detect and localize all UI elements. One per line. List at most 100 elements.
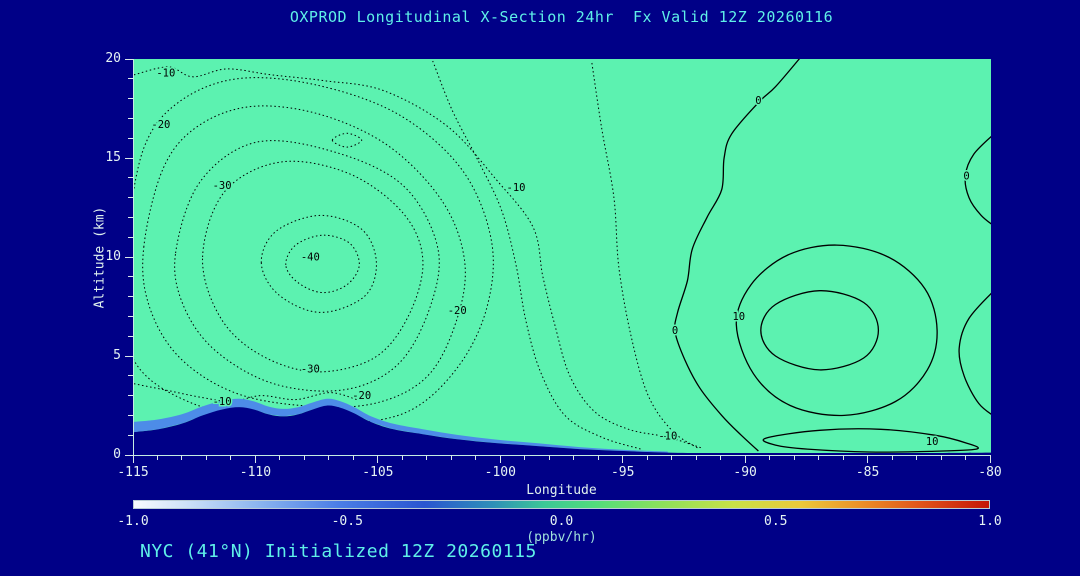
contour-line--25 bbox=[331, 132, 363, 148]
y-minor-tick bbox=[128, 98, 133, 100]
x-minor-tick bbox=[940, 455, 942, 460]
x-tick-label: -110 bbox=[239, 465, 272, 480]
y-tick bbox=[125, 157, 133, 159]
contour-label: 0 bbox=[963, 170, 969, 182]
y-minor-tick bbox=[128, 335, 133, 337]
colorbar-tick-label: -0.5 bbox=[331, 514, 363, 529]
x-tick bbox=[622, 455, 624, 463]
x-minor-tick bbox=[891, 455, 893, 460]
y-minor-tick bbox=[128, 276, 133, 278]
y-minor-tick bbox=[128, 117, 133, 119]
x-tick-label: -80 bbox=[978, 465, 1002, 480]
x-minor-tick bbox=[230, 455, 232, 460]
y-minor-tick bbox=[128, 414, 133, 416]
x-tick bbox=[132, 455, 134, 463]
y-tick-label: 15 bbox=[105, 150, 121, 165]
contour-line--5 bbox=[591, 62, 700, 450]
contour-line-0 bbox=[958, 292, 991, 415]
contour-label: -30 bbox=[213, 180, 232, 192]
colorbar-unit-label: (ppbv/hr) bbox=[526, 530, 597, 545]
contour-line--10 bbox=[134, 66, 703, 449]
x-tick bbox=[867, 455, 869, 463]
y-minor-tick bbox=[128, 78, 133, 80]
x-minor-tick bbox=[426, 455, 428, 460]
x-minor-tick bbox=[646, 455, 648, 460]
x-minor-tick bbox=[818, 455, 820, 460]
caption: NYC (41°N) Initialized 12Z 20260115 bbox=[140, 541, 537, 562]
contour-label: 10 bbox=[732, 311, 745, 323]
x-minor-tick bbox=[965, 455, 966, 460]
terrain bbox=[134, 405, 991, 455]
contour-label: -20 bbox=[151, 119, 170, 131]
y-minor-tick bbox=[128, 216, 133, 218]
x-tick-label: -95 bbox=[610, 465, 635, 480]
contour-line-10 bbox=[735, 244, 938, 417]
contour-line-0 bbox=[964, 135, 991, 225]
x-tick-label: -115 bbox=[117, 465, 149, 480]
y-minor-tick bbox=[128, 395, 133, 397]
y-tick-label: 10 bbox=[105, 249, 121, 264]
x-minor-tick bbox=[573, 455, 575, 460]
y-tick bbox=[125, 58, 133, 60]
chart-title: OXPROD Longitudinal X-Section 24hr Fx Va… bbox=[289, 8, 834, 26]
x-minor-tick bbox=[352, 455, 354, 460]
x-tick-label: -100 bbox=[484, 465, 516, 480]
y-tick-label: 5 bbox=[113, 348, 121, 363]
x-tick-label: -85 bbox=[855, 465, 880, 480]
y-minor-tick bbox=[128, 375, 133, 377]
y-minor-tick bbox=[128, 296, 133, 298]
y-tick bbox=[125, 454, 133, 456]
contour-label: -10 bbox=[658, 431, 677, 443]
x-tick-label: -105 bbox=[362, 465, 394, 480]
contour-label: -30 bbox=[301, 363, 320, 375]
x-minor-tick bbox=[597, 455, 599, 460]
contour-line-20 bbox=[760, 290, 880, 371]
x-minor-tick bbox=[401, 455, 403, 460]
x-minor-tick bbox=[524, 455, 526, 460]
contour-label: -10 bbox=[213, 396, 232, 408]
y-tick-label: 0 bbox=[113, 447, 121, 462]
x-minor-tick bbox=[916, 455, 918, 460]
y-minor-tick bbox=[128, 177, 133, 179]
contour-line--25 bbox=[174, 140, 440, 392]
plot-area: -40 -30 -30 -20 -20 -20 -10 -10 -10 -10 0 0 0 10 10 bbox=[133, 59, 991, 456]
x-minor-tick bbox=[205, 455, 207, 460]
x-minor-tick bbox=[720, 455, 722, 460]
x-minor-tick bbox=[328, 455, 330, 460]
colorbar bbox=[133, 500, 990, 509]
contour-label: -20 bbox=[352, 390, 371, 402]
y-tick bbox=[125, 256, 133, 258]
contour-line--10 bbox=[134, 383, 357, 403]
x-minor-tick bbox=[156, 455, 158, 460]
x-tick-label: -90 bbox=[733, 465, 757, 480]
x-tick bbox=[499, 455, 501, 463]
x-tick bbox=[377, 455, 379, 463]
x-minor-tick bbox=[450, 455, 452, 460]
contour-label: 0 bbox=[672, 325, 678, 337]
contour-line-10 bbox=[762, 428, 979, 453]
colorbar-tick-label: 0.5 bbox=[764, 514, 788, 529]
x-tick bbox=[989, 455, 991, 463]
colorbar-tick-label: 1.0 bbox=[978, 514, 1002, 529]
y-minor-tick bbox=[128, 137, 133, 139]
contour-label: -40 bbox=[301, 252, 320, 264]
x-minor-tick bbox=[548, 455, 550, 460]
contour-label: -10 bbox=[156, 67, 175, 79]
x-minor-tick bbox=[842, 455, 844, 460]
contour-label: 0 bbox=[755, 95, 761, 107]
x-minor-tick bbox=[769, 455, 771, 460]
contour-line--40 bbox=[285, 234, 360, 294]
x-axis-title: Longitude bbox=[526, 483, 597, 498]
x-minor-tick bbox=[475, 455, 477, 460]
contour-line--30 bbox=[202, 160, 424, 373]
x-minor-tick bbox=[695, 455, 697, 460]
x-minor-tick bbox=[671, 455, 673, 460]
x-minor-tick bbox=[279, 455, 281, 460]
contour-line--35 bbox=[260, 214, 377, 313]
y-tick-label: 20 bbox=[105, 51, 121, 66]
y-minor-tick bbox=[128, 315, 133, 317]
y-minor-tick bbox=[128, 197, 133, 199]
x-minor-tick bbox=[181, 455, 183, 460]
contour-label: 10 bbox=[926, 436, 939, 448]
